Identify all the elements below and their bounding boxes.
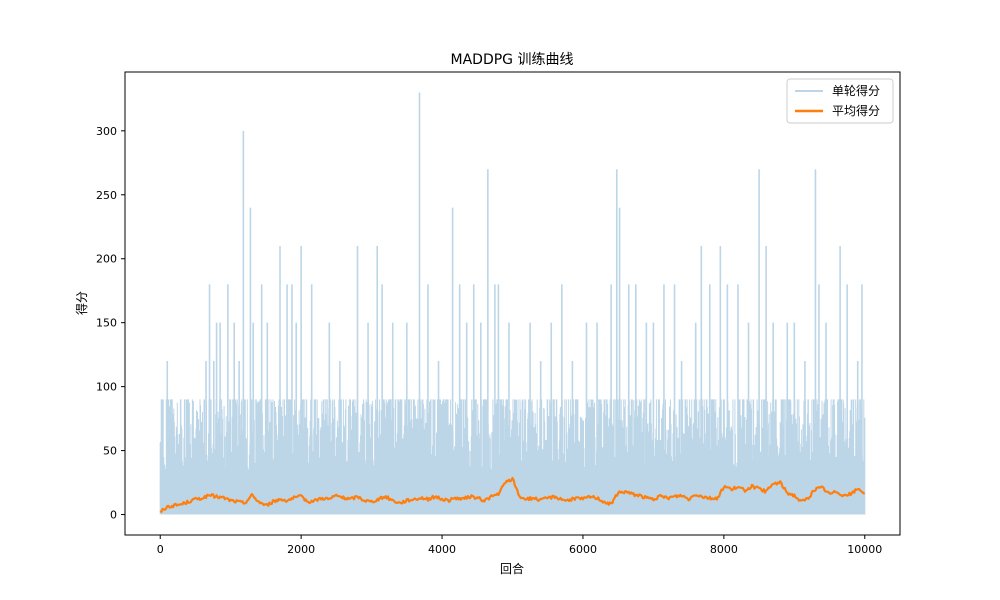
x-tick-label-3: 6000	[569, 543, 597, 556]
x-tick-label-0: 0	[157, 543, 164, 556]
y-tick-label-3: 150	[96, 317, 117, 330]
y-tick-label-1: 50	[103, 445, 117, 458]
plot-frame	[124, 71, 901, 536]
avg-score-line	[159, 476, 865, 513]
legend: 单轮得分 平均得分	[786, 78, 894, 124]
x-tick-label-2: 4000	[428, 543, 456, 556]
x-axis-label: 回合	[500, 561, 524, 576]
x-tick-label-5: 10000	[847, 543, 882, 556]
x-tick-label-1: 2000	[287, 543, 315, 556]
series-avg	[159, 476, 865, 513]
chart-title: MADDPG 训练曲线	[451, 52, 574, 68]
y-tick-label-2: 100	[96, 381, 117, 394]
y-tick-label-0: 0	[110, 509, 117, 522]
series-raw	[159, 92, 866, 515]
legend-label-raw: 单轮得分	[832, 83, 880, 98]
y-tick-label-6: 300	[96, 125, 117, 138]
x-axis: 0 2000 4000 6000 8000 10000	[157, 535, 882, 556]
y-axis-label: 得分	[74, 291, 89, 315]
y-tick-label-4: 200	[96, 253, 117, 266]
x-tick-label-4: 8000	[710, 543, 738, 556]
y-axis: 0 50 100 150 200 250 300	[96, 125, 125, 522]
legend-label-avg: 平均得分	[832, 103, 880, 118]
plot-area	[124, 71, 901, 536]
y-tick-label-5: 250	[96, 189, 117, 202]
